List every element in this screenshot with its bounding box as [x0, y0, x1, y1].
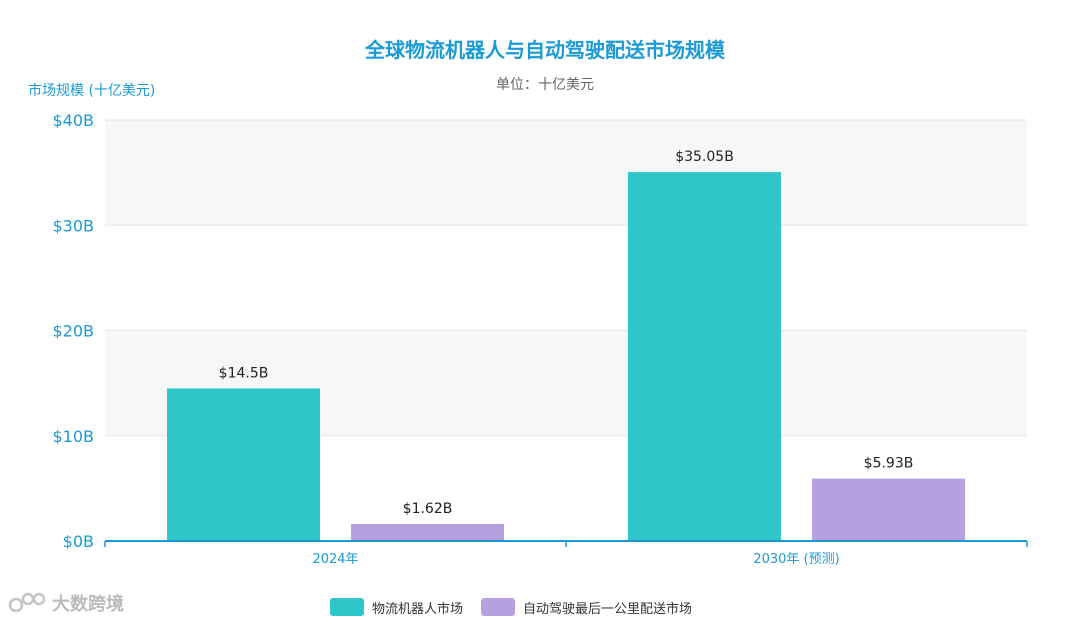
bars [167, 172, 965, 541]
legend-item-series-1[interactable]: 物流机器人市场 [330, 598, 463, 617]
legend-swatch-series-1 [330, 598, 364, 616]
bar-value-label: $35.05B [675, 149, 734, 165]
legend-label-series-2: 自动驾驶最后一公里配送市场 [523, 601, 693, 617]
chart-subtitle: 单位：十亿美元 [496, 77, 594, 93]
bar-series-1-2[interactable] [628, 172, 781, 541]
bar-series-2-1[interactable] [351, 523, 504, 541]
chart: 全球物流机器人与自动驾驶配送市场规模 单位：十亿美元 市场规模 (十亿美元) $… [28, 38, 1028, 567]
legend-item-series-2[interactable]: 自动驾驶最后一公里配送市场 [481, 598, 692, 617]
watermark-text: 大数跨境 [52, 594, 124, 615]
y-tick-label: $0B [63, 532, 94, 551]
legend: 物流机器人市场 自动驾驶最后一公里配送市场 [330, 592, 692, 622]
bar-series-1-1[interactable] [167, 388, 320, 541]
legend-label-series-1: 物流机器人市场 [372, 601, 464, 617]
y-axis-label: 市场规模 (十亿美元) [28, 82, 155, 99]
x-tick-label: 2024年 [312, 552, 358, 567]
bar-series-2-2[interactable] [812, 478, 965, 541]
logo-icon [8, 592, 46, 613]
y-tick-label: $30B [52, 216, 94, 235]
bar-value-label: $14.5B [219, 365, 269, 381]
y-tick-label: $20B [52, 322, 94, 341]
grid-band [105, 120, 1027, 226]
x-axis: 2024年 2030年 (预测) [104, 540, 1028, 567]
y-tick-label: $40B [52, 111, 94, 130]
bar-value-label: $5.93B [864, 456, 914, 472]
bar-labels: $14.5B $1.62B $35.05B $5.93B [219, 149, 914, 517]
chart-title: 全球物流机器人与自动驾驶配送市场规模 [364, 38, 726, 62]
y-axis-ticks: $0B $10B $20B $30B $40B [52, 111, 94, 551]
watermark: 大数跨境 [8, 590, 124, 616]
x-tick-label: 2030年 (预测) [753, 552, 839, 567]
y-tick-label: $10B [52, 427, 94, 446]
legend-swatch-series-2 [481, 598, 516, 616]
bar-value-label: $1.62B [403, 501, 453, 517]
